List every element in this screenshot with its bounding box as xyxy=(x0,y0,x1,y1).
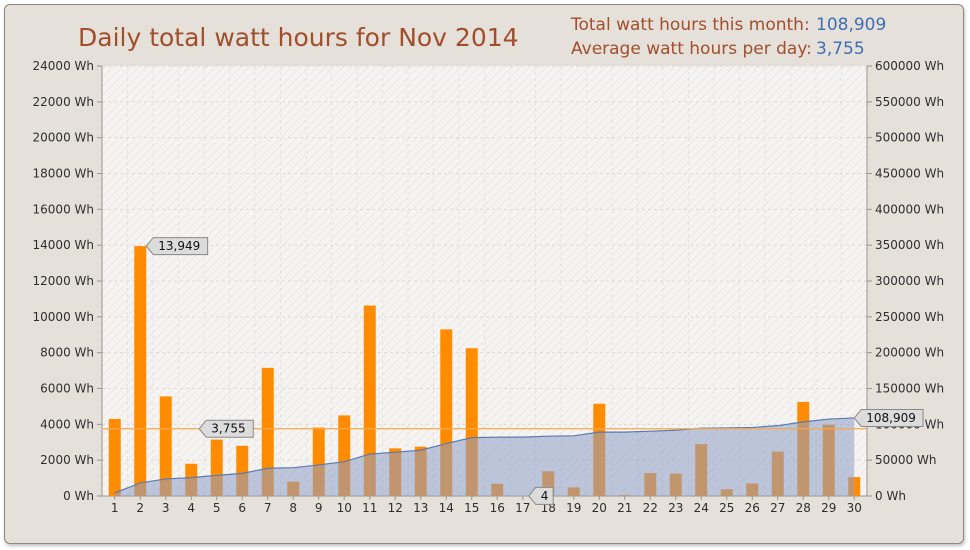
chart-title: Daily total watt hours for Nov 2014 xyxy=(78,23,519,52)
left-tick-label: 10000 Wh xyxy=(33,310,94,324)
right-tick-label: 400000 Wh xyxy=(875,202,944,216)
x-tick-label: 24 xyxy=(694,501,709,515)
callout-label: 13,949 xyxy=(158,239,200,253)
x-tick-label: 11 xyxy=(362,501,377,515)
right-tick-label: 150000 Wh xyxy=(875,382,944,396)
callout-box xyxy=(528,486,554,505)
x-axis-ticks: 1 2 3 4 5 6 7 8 9 10 11 12 13 14 15 16 17 18 19 20 21 22 23 24 2… xyxy=(111,496,862,515)
x-tick-label: 13 xyxy=(413,501,428,515)
x-tick-label: 27 xyxy=(770,501,785,515)
right-tick-label: 200000 Wh xyxy=(875,346,944,360)
bar-day-11 xyxy=(363,305,376,496)
x-tick-label: 8 xyxy=(289,501,297,515)
x-tick-label: 23 xyxy=(668,501,683,515)
right-tick-label: 550000 Wh xyxy=(875,95,944,109)
callout-label: 3,755 xyxy=(211,422,245,436)
right-tick-label: 450000 Wh xyxy=(875,167,944,181)
left-tick-label: 18000 Wh xyxy=(33,167,94,181)
bar-day-1 xyxy=(108,418,121,496)
right-tick-label: 500000 Wh xyxy=(875,131,944,145)
x-tick-label: 12 xyxy=(388,501,403,515)
total-watt-hours-label: Total watt hours this month: xyxy=(570,15,810,35)
callout-label: 108,909 xyxy=(866,411,916,425)
x-tick-label: 30 xyxy=(847,501,862,515)
right-tick-label: 600000 Wh xyxy=(875,59,944,73)
x-tick-label: 3 xyxy=(162,501,170,515)
cumulative-line xyxy=(114,417,855,494)
total-watt-hours-value: 108,909 xyxy=(816,15,886,35)
x-tick-label: 17 xyxy=(515,501,530,515)
right-tick-label: 300000 Wh xyxy=(875,274,944,288)
x-tick-label: 6 xyxy=(238,501,246,515)
callout-box xyxy=(198,419,254,438)
bar-day-3 xyxy=(159,396,172,496)
left-tick-label: 2000 Wh xyxy=(40,453,94,467)
x-tick-label: 28 xyxy=(796,501,811,515)
callout-label: 4 xyxy=(541,489,549,503)
chart-frame: 0 Wh 2000 Wh 4000 Wh 6000 Wh 8000 Wh 10000 Wh… xyxy=(4,4,964,544)
x-tick-label: 21 xyxy=(617,501,632,515)
x-tick-label: 19 xyxy=(566,501,581,515)
x-tick-label: 29 xyxy=(821,501,836,515)
left-tick-label: 8000 Wh xyxy=(40,346,94,360)
grid-lines xyxy=(101,65,868,496)
right-tick-label: 50000 Wh xyxy=(875,453,936,467)
left-tick-label: 4000 Wh xyxy=(40,417,94,431)
callout-box xyxy=(145,237,209,256)
callout-bar-day-2: 13,949 xyxy=(145,237,209,256)
left-tick-label: 20000 Wh xyxy=(33,131,94,145)
left-tick-label: 16000 Wh xyxy=(33,202,94,216)
x-tick-label: 2 xyxy=(136,501,144,515)
average-watt-hours-value: 3,755 xyxy=(816,39,865,59)
cumulative-area-fill xyxy=(114,417,855,496)
left-tick-label: 6000 Wh xyxy=(40,382,94,396)
bar-day-7 xyxy=(261,367,274,496)
x-tick-label: 25 xyxy=(719,501,734,515)
x-tick-label: 26 xyxy=(745,501,760,515)
x-tick-label: 1 xyxy=(111,501,119,515)
left-tick-label: 12000 Wh xyxy=(33,274,94,288)
x-tick-label: 5 xyxy=(213,501,221,515)
left-tick-label: 24000 Wh xyxy=(33,59,94,73)
left-axis-ticks: 0 Wh 2000 Wh 4000 Wh 6000 Wh 8000 Wh 10000 Wh… xyxy=(33,59,102,503)
x-tick-label: 9 xyxy=(315,501,323,515)
callout-area-day-30: 108,909 xyxy=(853,408,924,427)
left-tick-label: 14000 Wh xyxy=(33,238,94,252)
bar-day-2 xyxy=(134,246,147,496)
average-watt-hours-label: Average watt hours per day: xyxy=(571,39,812,59)
left-tick-label: 22000 Wh xyxy=(33,95,94,109)
callout-box xyxy=(853,408,924,427)
x-tick-label: 20 xyxy=(592,501,607,515)
left-tick-label: 0 Wh xyxy=(63,489,94,503)
right-tick-label: 350000 Wh xyxy=(875,238,944,252)
callout-average-day-4: 3,755 xyxy=(198,419,254,438)
x-tick-label: 14 xyxy=(439,501,454,515)
x-tick-label: 15 xyxy=(464,501,479,515)
cumulative-area-series xyxy=(114,417,855,496)
callouts: 13,949 3,755 4 108,909 xyxy=(145,237,924,505)
x-tick-label: 10 xyxy=(337,501,352,515)
x-tick-label: 7 xyxy=(264,501,272,515)
x-tick-label: 4 xyxy=(187,501,195,515)
x-tick-label: 16 xyxy=(490,501,505,515)
chart-svg: 0 Wh 2000 Wh 4000 Wh 6000 Wh 8000 Wh 10000 Wh… xyxy=(33,15,945,515)
callout-bar-day-17: 4 xyxy=(528,486,554,505)
right-tick-label: 0 Wh xyxy=(875,489,906,503)
x-tick-label: 22 xyxy=(643,501,658,515)
right-tick-label: 250000 Wh xyxy=(875,310,944,324)
